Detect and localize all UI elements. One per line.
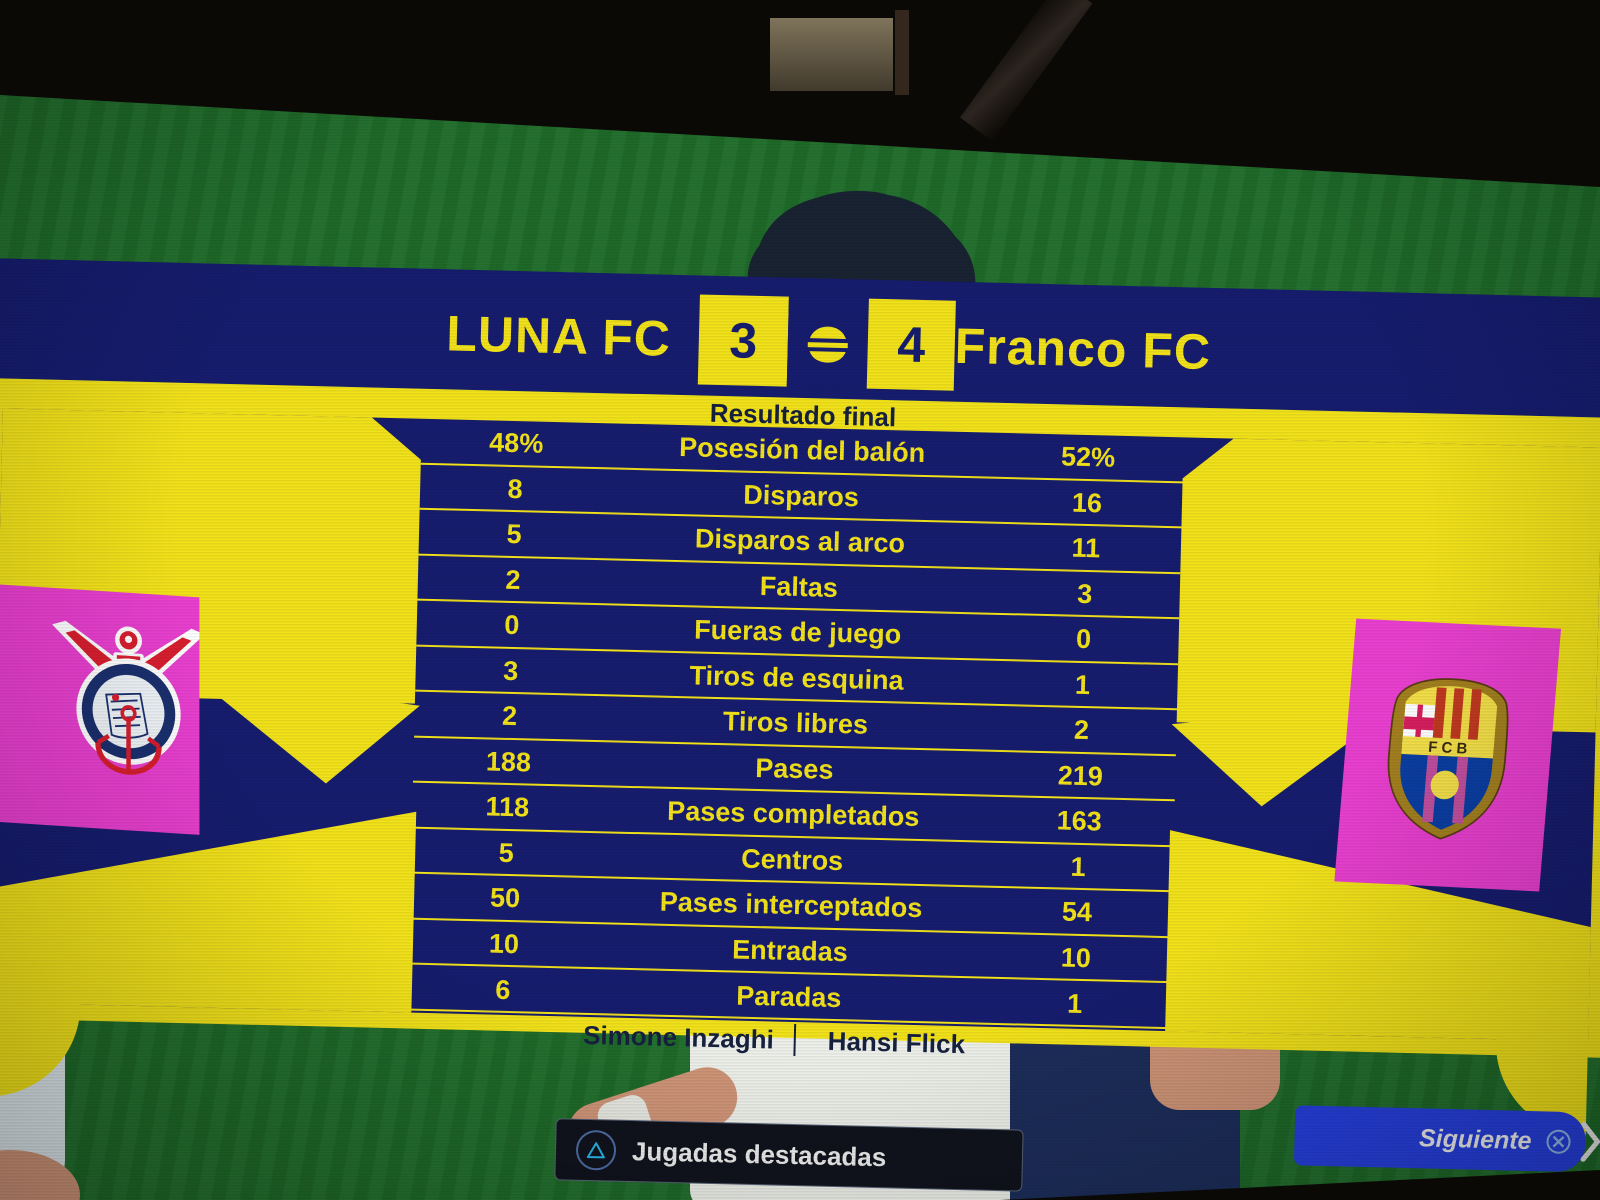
svg-text:F C B: F C B [1428, 739, 1468, 758]
